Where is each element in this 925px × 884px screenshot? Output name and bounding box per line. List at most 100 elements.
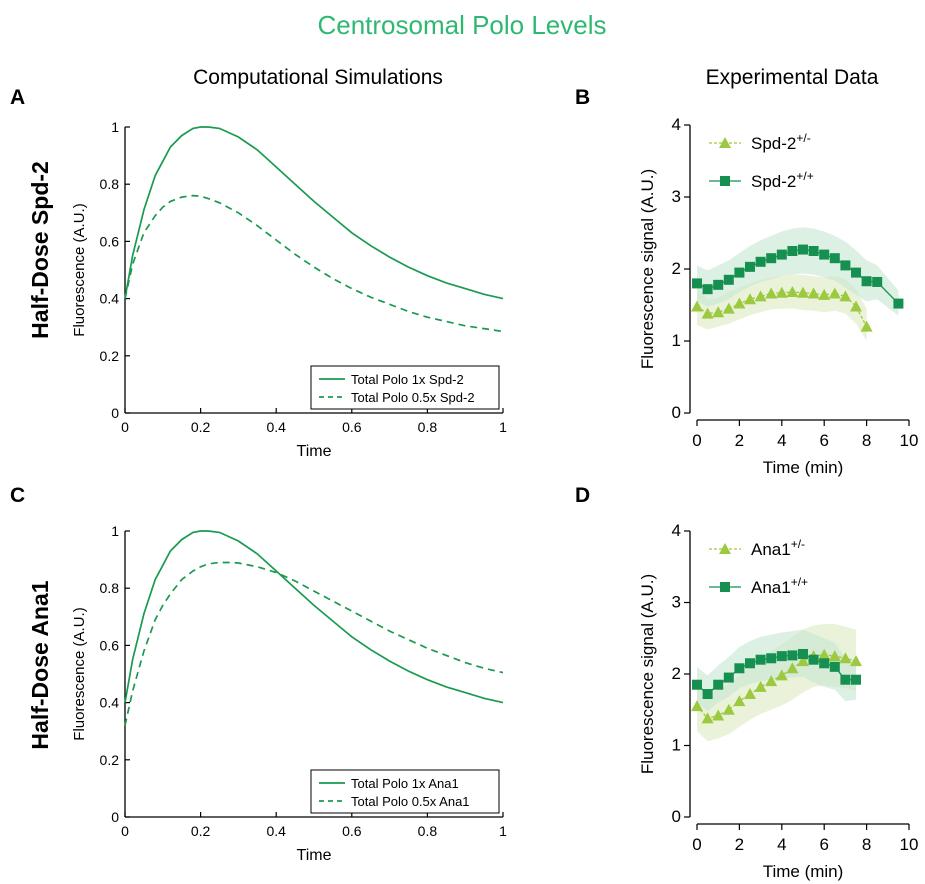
data-point-triangle (828, 287, 841, 299)
legend-marker-0 (719, 137, 731, 148)
y-tick-label: 0 (672, 403, 681, 422)
panel-letter-b: B (575, 86, 590, 109)
legend-marker-1 (720, 176, 730, 186)
column-title-left: Computational Simulations (193, 66, 443, 89)
y-axis-label: Fluorescence (A.U.) (71, 607, 88, 740)
legend-label-superscript: +/+ (791, 575, 808, 589)
x-tick-label: 4 (777, 431, 786, 450)
x-tick-label: 0 (692, 835, 701, 854)
x-tick-label: 0.6 (342, 823, 362, 839)
y-tick-label: 4 (672, 115, 681, 134)
data-point-triangle (701, 712, 714, 724)
data-point-square (861, 276, 872, 287)
x-tick-label: 0.4 (266, 823, 286, 839)
legend-label-1: Ana1+/+ (751, 575, 808, 597)
data-point-triangle (797, 286, 809, 298)
y-axis-label: Fluorescence signal (A.U.) (638, 169, 657, 369)
legend-label-name: Spd-2 (751, 134, 796, 153)
data-point-triangle (786, 662, 799, 674)
panel-d-chart: 0 2 4 6 8 10 0 1 2 3 4 Time (min) Fluorescence signa… (638, 521, 918, 881)
series-line-0 (124, 126, 504, 300)
data-point-square (776, 249, 787, 260)
y-tick-label: 0.4 (100, 695, 120, 711)
data-point-triangle (775, 669, 788, 681)
data-point-triangle (850, 655, 862, 667)
y-tick-label: 0.4 (100, 291, 120, 307)
series-line-0 (124, 530, 504, 704)
data-point-triangle (691, 300, 703, 312)
x-tick-label: 6 (819, 835, 828, 854)
data-point-triangle (733, 297, 746, 309)
data-point-triangle (754, 290, 767, 302)
series-line-1 (696, 653, 856, 695)
x-tick-label: 0.8 (418, 419, 438, 435)
data-point-square (819, 658, 830, 669)
panel-letter-d: D (575, 484, 590, 507)
data-point-triangle (839, 652, 852, 664)
legend-label-0: Spd-2+/- (751, 131, 811, 153)
legend-label-1: Total Polo 0.5x Spd-2 (351, 390, 475, 405)
panel-a-chart: 0 0.2 0.4 0.6 0.8 1 0 0.2 0.4 0.6 0.8 1 Time Fluoresc… (71, 119, 507, 460)
data-point-square (766, 653, 777, 664)
data-point-triangle (807, 287, 820, 299)
x-tick-label: 1 (499, 419, 507, 435)
y-tick-label: 0.8 (100, 176, 120, 192)
panel-letter-a: A (10, 86, 25, 109)
data-point-square (819, 249, 830, 260)
data-point-square (745, 658, 755, 669)
x-tick-label: 8 (862, 431, 871, 450)
data-point-triangle (744, 293, 756, 305)
y-tick-label: 1 (111, 119, 119, 135)
y-tick-label: 3 (672, 187, 681, 206)
y-tick-label: 2 (672, 259, 681, 278)
legend-label-1: Spd-2+/+ (751, 169, 814, 191)
data-point-square (692, 679, 702, 690)
legend-box (310, 769, 500, 814)
y-tick-label: 0.2 (100, 752, 120, 768)
sem-band-1 (697, 629, 856, 712)
legend-label-1: Total Polo 0.5x Ana1 (351, 794, 470, 809)
data-point-square (787, 246, 798, 256)
x-tick-label: 2 (735, 431, 744, 450)
x-tick-label: 0 (692, 431, 701, 450)
data-point-triangle (765, 675, 778, 687)
data-point-square (734, 267, 745, 278)
data-point-triangle (797, 655, 809, 667)
y-tick-label: 1 (111, 523, 119, 539)
data-point-triangle (712, 709, 725, 721)
data-point-triangle (712, 306, 725, 318)
data-point-square (734, 663, 745, 674)
y-tick-label: 0 (672, 807, 681, 826)
x-tick-label: 10 (900, 835, 919, 854)
data-point-triangle (765, 287, 778, 299)
legend-label-0: Total Polo 1x Ana1 (351, 776, 459, 791)
panel-c-chart: 0 0.2 0.4 0.6 0.8 1 0 0.2 0.4 0.6 0.8 1 Time Fluoresc… (71, 523, 507, 864)
y-tick-label: 4 (672, 521, 681, 540)
data-point-triangle (828, 650, 841, 662)
legend-label-0: Ana1+/- (751, 537, 805, 559)
data-point-triangle (818, 288, 831, 300)
data-point-square (723, 274, 734, 285)
y-tick-label: 2 (672, 664, 681, 683)
data-point-square (808, 246, 819, 256)
data-point-square (745, 261, 755, 272)
data-point-triangle (850, 300, 862, 312)
x-tick-label: 6 (819, 431, 828, 450)
legend-label-name: Ana1 (751, 578, 791, 597)
legend-label-superscript: +/- (796, 131, 810, 145)
column-title-right: Experimental Data (706, 66, 879, 89)
data-point-triangle (722, 302, 735, 314)
y-tick-label: 0.2 (100, 348, 120, 364)
data-point-triangle (733, 695, 746, 707)
y-tick-label: 0 (111, 405, 119, 421)
data-point-square (713, 279, 724, 290)
data-point-square (893, 298, 904, 309)
figure-title: Centrosomal Polo Levels (317, 10, 606, 40)
y-axis-label: Fluorescence (A.U.) (71, 203, 88, 336)
data-point-square (692, 278, 702, 289)
data-point-square (702, 284, 713, 295)
y-tick-label: 3 (672, 593, 681, 612)
x-tick-label: 0.4 (266, 419, 286, 435)
data-point-triangle (775, 286, 788, 298)
